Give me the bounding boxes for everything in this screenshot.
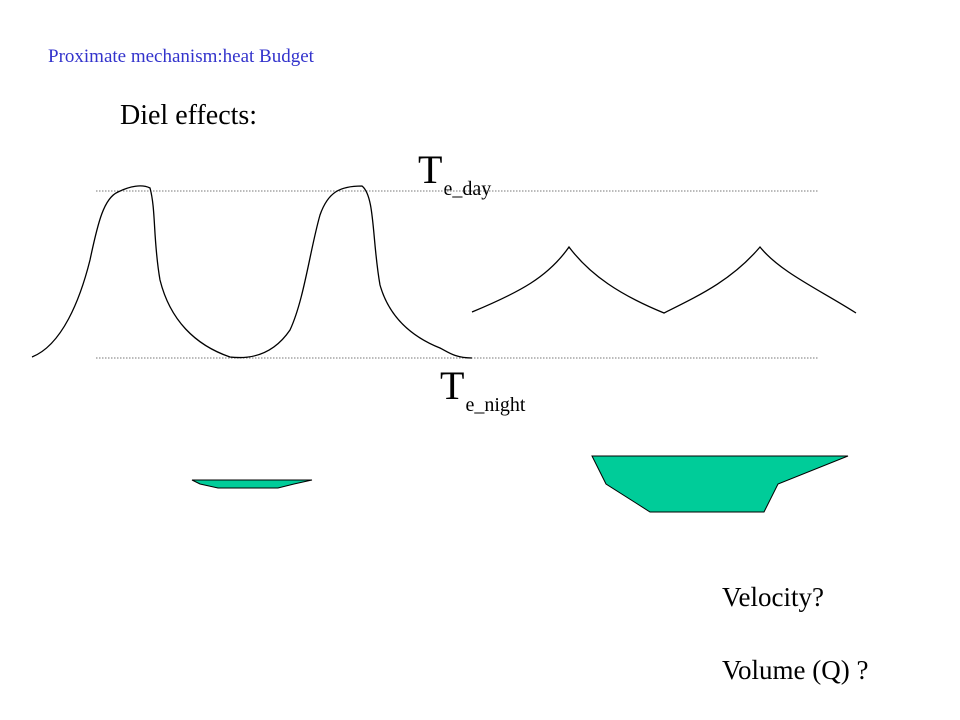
te-day-symbol: T — [418, 147, 443, 192]
te-night-symbol: T — [440, 363, 465, 408]
te-night-label: Te_night — [440, 363, 525, 416]
volume-question: Volume (Q) ? — [722, 655, 869, 685]
te-day-subscript: e_day — [443, 178, 492, 200]
te-night-subscript: e_night — [465, 394, 526, 416]
large-river-temperature-curve — [471, 245, 857, 314]
large-channel-cross-section — [591, 455, 849, 513]
small-stream-temperature-curve — [31, 185, 473, 359]
te-day-label: Te_day — [418, 147, 491, 200]
diel-effects-heading: Diel effects: — [120, 100, 258, 131]
small-channel-cross-section — [191, 479, 313, 489]
slide-title: Proximate mechanism:heat Budget — [48, 46, 314, 67]
velocity-question: Velocity? — [722, 582, 824, 612]
